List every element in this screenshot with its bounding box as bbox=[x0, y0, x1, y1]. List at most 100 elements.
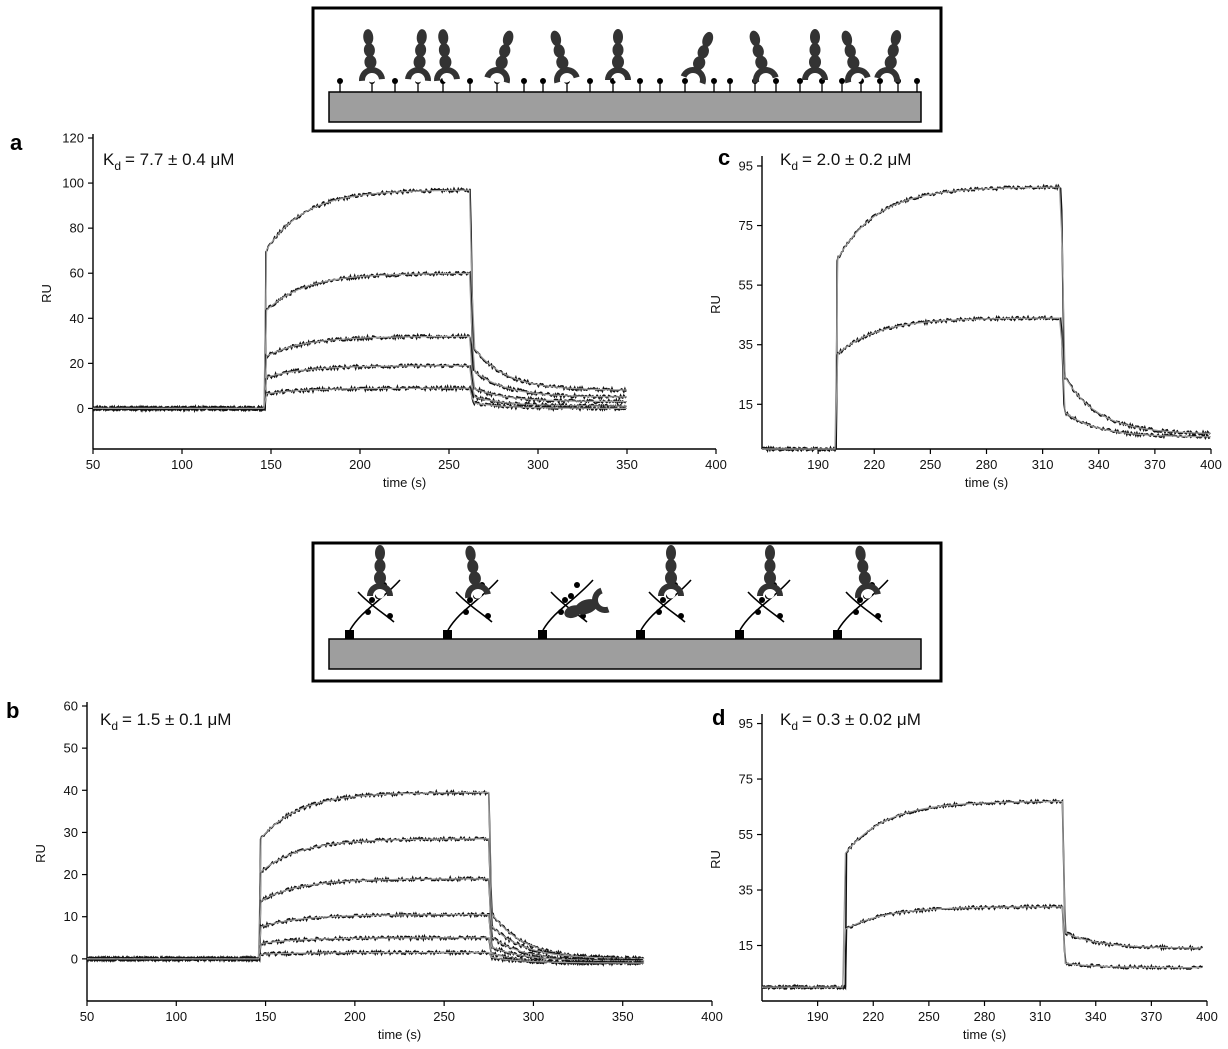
ligand-dot bbox=[657, 78, 663, 84]
receptor-protein bbox=[405, 29, 431, 83]
y-tick-label: 40 bbox=[70, 311, 84, 326]
ligand-dot bbox=[727, 78, 733, 84]
x-tick-label: 200 bbox=[349, 457, 371, 472]
data-series-line bbox=[86, 788, 644, 963]
y-tick-label: 20 bbox=[64, 867, 78, 882]
receptor-protein-head bbox=[753, 67, 779, 84]
receptor-protein-head bbox=[554, 67, 580, 84]
glycan-chain bbox=[455, 591, 493, 623]
receptor-protein-domain2 bbox=[752, 44, 764, 58]
panel-letter: d bbox=[712, 705, 725, 730]
x-tick-label: 350 bbox=[616, 457, 638, 472]
receptor-protein-domain3 bbox=[502, 30, 514, 47]
x-tick-label: 400 bbox=[1196, 1009, 1218, 1024]
receptor-protein-head bbox=[405, 67, 431, 82]
receptor-protein-domain1 bbox=[439, 55, 452, 70]
x-tick-label: 50 bbox=[80, 1009, 94, 1024]
data-series-line bbox=[86, 835, 644, 963]
schematic-middle bbox=[311, 541, 943, 683]
receptor-protein-pocket bbox=[666, 589, 676, 599]
receptor-protein-domain1 bbox=[374, 571, 386, 585]
x-tick-label: 100 bbox=[171, 457, 193, 472]
receptor-protein-domain1 bbox=[364, 55, 377, 70]
receptor-protein-domain2 bbox=[809, 43, 821, 57]
x-tick-label: 400 bbox=[1200, 457, 1222, 472]
kd-value: = 1.5 ± 0.1 μM bbox=[122, 710, 231, 729]
data-series-line bbox=[92, 186, 627, 413]
x-tick-label: 50 bbox=[86, 457, 100, 472]
receptor-domain bbox=[564, 605, 582, 619]
x-tick-label: 340 bbox=[1085, 1009, 1107, 1024]
y-axis-label: RU bbox=[708, 295, 723, 314]
receptor-protein-domain1 bbox=[858, 571, 871, 586]
receptor-protein-domain3 bbox=[702, 31, 714, 48]
receptor-protein-head bbox=[605, 67, 631, 80]
schematic-middle-surface bbox=[328, 638, 922, 670]
x-axis-label: time (s) bbox=[965, 475, 1008, 490]
x-tick-label: 250 bbox=[918, 1009, 940, 1024]
receptor-protein-domain1 bbox=[612, 55, 624, 69]
receptor-protein bbox=[855, 545, 881, 599]
receptor-protein-domain1 bbox=[755, 55, 768, 70]
kd-symbol: K bbox=[103, 150, 115, 169]
receptor-protein-domain3 bbox=[416, 29, 427, 46]
ligand-dot bbox=[914, 78, 920, 84]
data-series-line bbox=[92, 332, 626, 413]
receptor-protein-pocket bbox=[613, 73, 623, 83]
kd-value: = 0.3 ± 0.02 μM bbox=[802, 710, 921, 729]
receptor-protein bbox=[359, 29, 385, 83]
y-tick-label: 50 bbox=[64, 741, 78, 756]
panel-d: d 190 220 250 280 310 340 370 400 15 35 55 75 95 time … bbox=[708, 705, 1218, 1042]
panel-letter: b bbox=[6, 698, 19, 723]
kd-value: = 7.7 ± 0.4 μM bbox=[125, 150, 234, 169]
y-tick-label: 10 bbox=[64, 909, 78, 924]
kd-symbol: K bbox=[780, 710, 792, 729]
glycan-residue bbox=[759, 597, 765, 603]
receptor-protein-head bbox=[367, 583, 393, 596]
panel-b: b 50 100 150 200 250 300 350 400 0 10 20 30 40 50 60 tim… bbox=[6, 698, 723, 1042]
kd-subscript: d bbox=[791, 159, 798, 173]
y-tick-label: 20 bbox=[70, 356, 84, 371]
y-tick-label: 75 bbox=[739, 772, 753, 787]
data-series-line bbox=[761, 798, 1204, 991]
receptor-protein-head bbox=[465, 583, 491, 599]
fit-series-line bbox=[87, 878, 645, 962]
y-tick-label: 95 bbox=[739, 716, 753, 731]
panel-letter: c bbox=[718, 145, 730, 170]
x-tick-label: 350 bbox=[612, 1009, 634, 1024]
glycan-chain bbox=[845, 591, 883, 623]
receptor-protein-domain3 bbox=[765, 545, 775, 561]
y-axis-label: RU bbox=[33, 844, 48, 863]
receptor-protein-unbound bbox=[564, 587, 610, 619]
glycan-residue bbox=[387, 613, 393, 619]
receptor-protein-pocket bbox=[375, 589, 385, 599]
y-tick-label: 55 bbox=[739, 278, 753, 293]
receptor-protein-domain3 bbox=[465, 545, 476, 562]
y-tick-label: 60 bbox=[70, 266, 84, 281]
x-tick-label: 250 bbox=[438, 457, 460, 472]
x-tick-label: 400 bbox=[701, 1009, 723, 1024]
receptor-protein-pocket bbox=[760, 73, 770, 83]
data-series-line bbox=[86, 874, 644, 964]
receptor-protein bbox=[749, 30, 779, 84]
kd-symbol: K bbox=[780, 150, 792, 169]
glycan-residue bbox=[660, 597, 666, 603]
kd-subscript: d bbox=[114, 159, 121, 173]
glycan-chain bbox=[747, 591, 785, 623]
receptor-protein-pocket bbox=[810, 73, 820, 83]
receptor-protein bbox=[367, 545, 393, 599]
ligand-dot bbox=[337, 78, 343, 84]
receptor-protein-pocket bbox=[765, 589, 775, 599]
kd-subscript: d bbox=[111, 719, 118, 733]
glycan-residue bbox=[755, 609, 761, 615]
x-tick-label: 190 bbox=[807, 457, 829, 472]
x-tick-label: 150 bbox=[255, 1009, 277, 1024]
y-tick-label: 30 bbox=[64, 825, 78, 840]
x-tick-label: 300 bbox=[523, 1009, 545, 1024]
ligand-dot bbox=[540, 78, 546, 84]
y-tick-label: 15 bbox=[739, 938, 753, 953]
receptor-protein-head bbox=[484, 67, 510, 84]
receptor-protein-domain2 bbox=[764, 559, 776, 573]
receptor-protein-domain3 bbox=[749, 30, 761, 47]
schematic-top bbox=[311, 6, 943, 133]
